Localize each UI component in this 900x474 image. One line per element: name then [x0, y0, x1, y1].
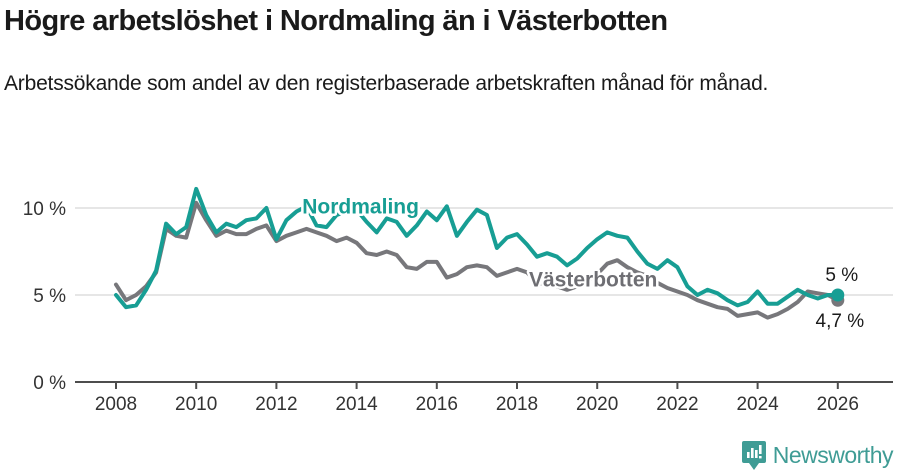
end-value-label: 5 % — [825, 265, 858, 286]
x-tick-label: 2010 — [175, 394, 217, 415]
logo-exclamation-stem — [758, 445, 762, 454]
chart-subtitle: Arbetssökande som andel av den registerb… — [4, 72, 769, 95]
brand-name: Newsworthy — [772, 442, 894, 468]
series-label-västerbotten: Västerbotten — [529, 268, 657, 291]
x-tick-label: 2012 — [255, 394, 297, 415]
footer-brand: Newsworthy — [741, 440, 894, 471]
logo-bubble-shape — [741, 441, 766, 470]
x-tick-label: 2026 — [817, 394, 859, 415]
line-chart-svg: 2008 2010 2012 2014 2016 2018 2020 2022 2024 2026… — [23, 186, 893, 415]
end-dot-nordmaling — [831, 288, 845, 302]
y-tick-label: 5 % — [33, 286, 66, 307]
series-line-västerbotten — [114, 200, 840, 320]
chart-title: Högre arbetslöshet i Nordmaling än i Väs… — [4, 5, 668, 37]
series-label-nordmaling: Nordmaling — [302, 195, 419, 218]
x-tick-label: 2008 — [95, 394, 137, 415]
y-tick-label: 10 % — [23, 199, 66, 220]
logo-bar-2 — [750, 448, 754, 458]
logo-bar-1 — [746, 452, 750, 458]
newsworthy-logo-icon — [741, 441, 766, 470]
x-tick-label: 2024 — [736, 394, 779, 415]
x-tick-label: 2022 — [656, 394, 698, 415]
line-chart: 2008 2010 2012 2014 2016 2018 2020 2022 2024 2026… — [0, 165, 900, 420]
x-tick-label: 2018 — [496, 394, 538, 415]
logo-exclamation-dot — [758, 456, 762, 459]
x-tick-label: 2020 — [576, 394, 618, 415]
x-tick-label: 2014 — [335, 394, 378, 415]
x-tick-label: 2016 — [416, 394, 458, 415]
series-line-nordmaling — [114, 186, 840, 310]
end-value-label: 4,7 % — [816, 311, 865, 332]
y-tick-label: 0 % — [33, 373, 66, 394]
logo-bar-3 — [754, 450, 758, 458]
